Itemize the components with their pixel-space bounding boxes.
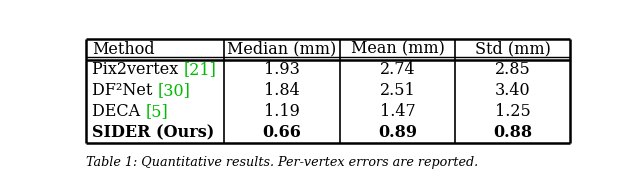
Text: 0.89: 0.89 xyxy=(378,124,417,141)
Text: Mean (mm): Mean (mm) xyxy=(351,41,445,58)
Text: [5]: [5] xyxy=(145,103,168,120)
Text: Std (mm): Std (mm) xyxy=(475,41,550,58)
Text: SIDER (Ours): SIDER (Ours) xyxy=(92,124,214,141)
Text: 2.85: 2.85 xyxy=(495,62,531,79)
Text: 1.93: 1.93 xyxy=(264,62,300,79)
Text: Table 1: Quantitative results. Per-vertex errors are reported.: Table 1: Quantitative results. Per-verte… xyxy=(86,156,478,169)
Text: DECA: DECA xyxy=(92,103,145,120)
Text: [30]: [30] xyxy=(157,82,190,99)
Text: 1.84: 1.84 xyxy=(264,82,300,99)
Text: 1.19: 1.19 xyxy=(264,103,300,120)
Text: Method: Method xyxy=(92,41,154,58)
Text: 2.51: 2.51 xyxy=(380,82,415,99)
Text: Median (mm): Median (mm) xyxy=(227,41,337,58)
Text: DF²Net: DF²Net xyxy=(92,82,157,99)
Text: 1.25: 1.25 xyxy=(495,103,531,120)
Text: [21]: [21] xyxy=(183,62,216,79)
Text: 0.66: 0.66 xyxy=(262,124,301,141)
Text: 3.40: 3.40 xyxy=(495,82,531,99)
Text: 2.74: 2.74 xyxy=(380,62,415,79)
Text: 0.88: 0.88 xyxy=(493,124,532,141)
Text: Pix2vertex: Pix2vertex xyxy=(92,62,183,79)
Text: 1.47: 1.47 xyxy=(380,103,415,120)
